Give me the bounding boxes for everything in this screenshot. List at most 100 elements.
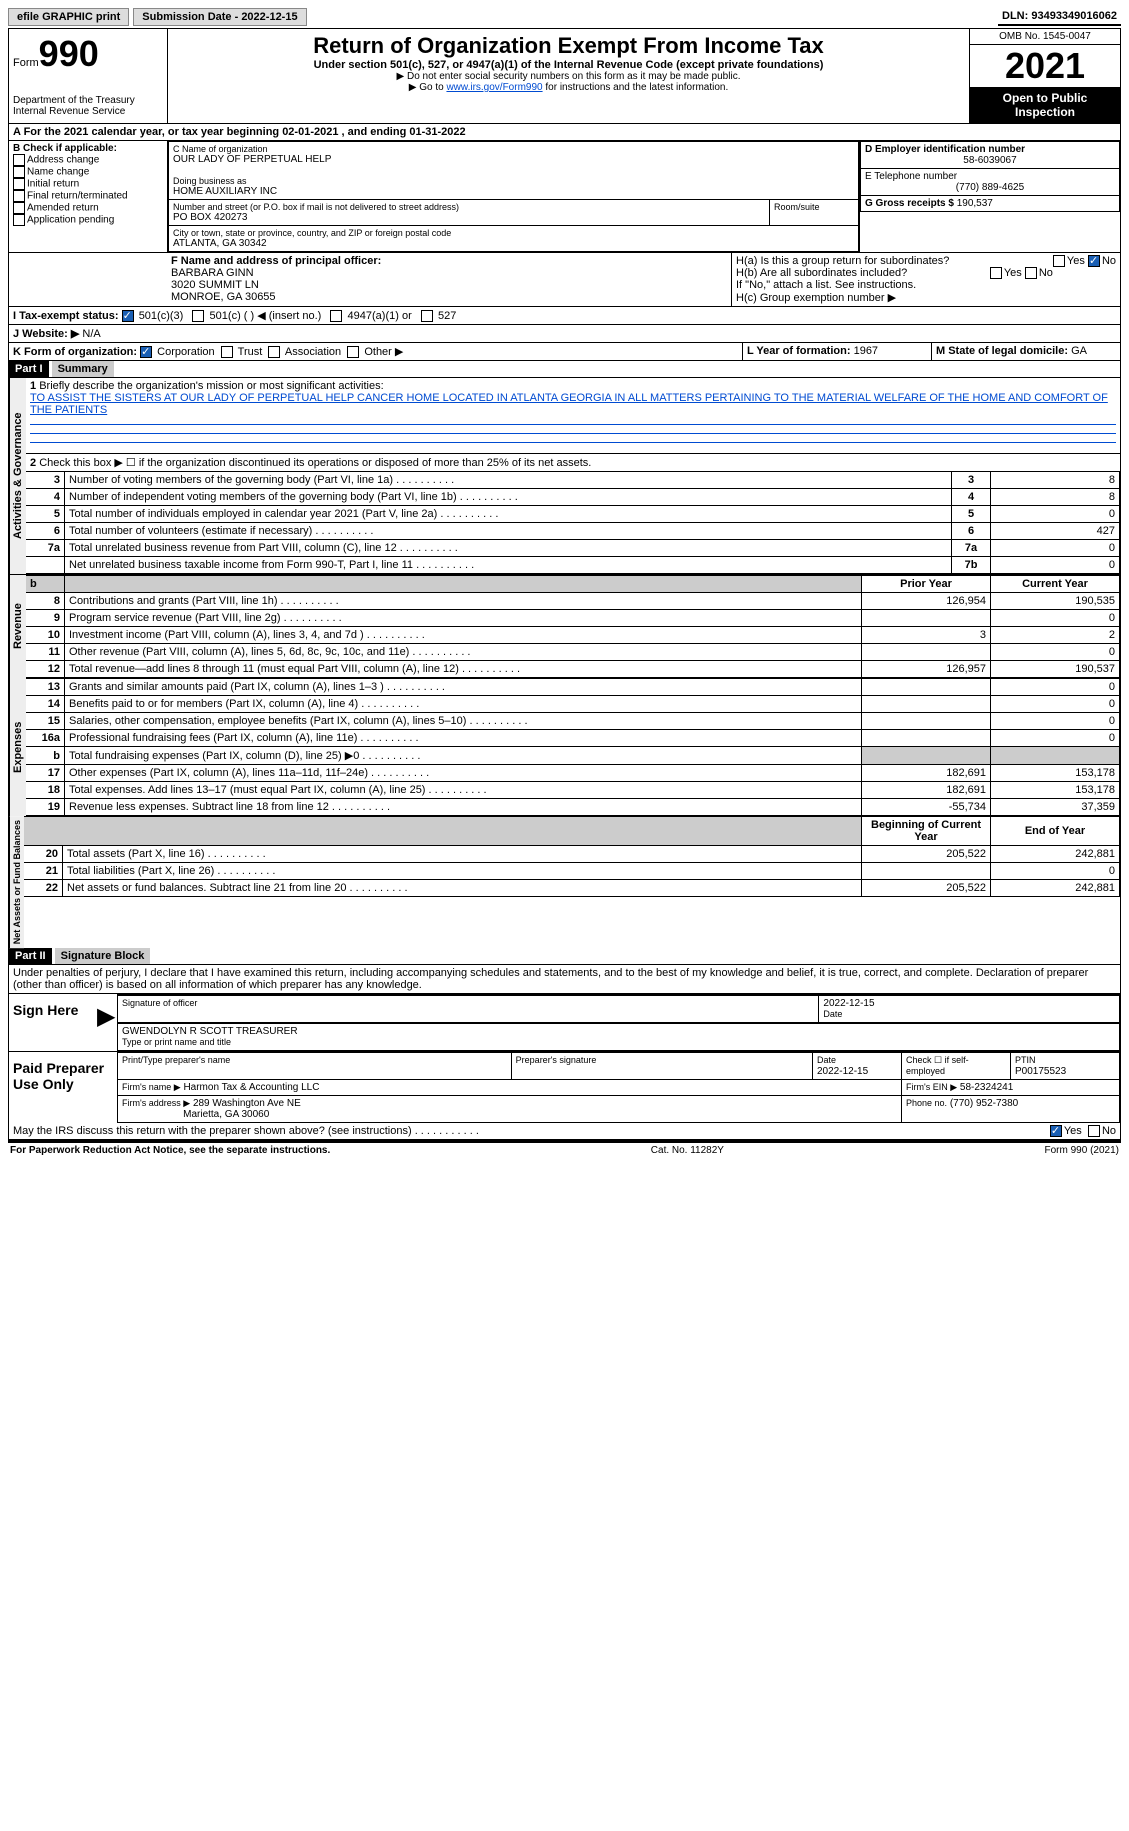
ha-no[interactable]: No bbox=[1102, 255, 1116, 267]
hb-no[interactable]: No bbox=[1039, 267, 1053, 279]
discuss-yes: Yes bbox=[1064, 1125, 1082, 1137]
b-opt-3[interactable]: Final return/terminated bbox=[13, 190, 163, 202]
mission: TO ASSIST THE SISTERS AT OUR LADY OF PER… bbox=[30, 392, 1108, 416]
title-cell: Return of Organization Exempt From Incom… bbox=[168, 29, 969, 123]
section-f: F Name and address of principal officer:… bbox=[167, 253, 732, 306]
section-i: I Tax-exempt status: 501(c)(3) 501(c) ( … bbox=[9, 307, 1120, 324]
exp-table: 13 Grants and similar amounts paid (Part… bbox=[26, 678, 1120, 816]
k-opt-3-check[interactable] bbox=[347, 346, 359, 358]
city: ATLANTA, GA 30342 bbox=[173, 238, 854, 249]
section-l: L Year of formation: 1967 bbox=[743, 343, 932, 360]
paid-preparer-row: Paid Preparer Use Only Print/Type prepar… bbox=[9, 1051, 1120, 1123]
row-bcdeg: B Check if applicable: Address change Na… bbox=[9, 141, 1120, 253]
firm-name: Harmon Tax & Accounting LLC bbox=[183, 1082, 319, 1093]
summary-line: 17 Other expenses (Part IX, column (A), … bbox=[26, 765, 1120, 782]
i-opt-0: 501(c)(3) bbox=[139, 310, 184, 322]
firm-name-label: Firm's name ▶ bbox=[122, 1082, 181, 1092]
efile-button[interactable]: efile GRAPHIC print bbox=[8, 8, 129, 26]
check-self[interactable]: Check ☐ if self-employed bbox=[906, 1055, 969, 1076]
firm-phone: (770) 952-7380 bbox=[950, 1098, 1018, 1109]
section-c: C Name of organization OUR LADY OF PERPE… bbox=[168, 141, 860, 252]
b-opt-1[interactable]: Name change bbox=[13, 166, 163, 178]
summary-line: 9 Program service revenue (Part VIII, li… bbox=[26, 610, 1120, 627]
prep-sig-label: Preparer's signature bbox=[516, 1055, 597, 1065]
form-word: Form bbox=[13, 57, 39, 69]
dept-label: Department of the Treasury bbox=[13, 95, 163, 106]
note-2: ▶ Go to www.irs.gov/Form990 for instruct… bbox=[172, 82, 965, 93]
phone: (770) 889-4625 bbox=[865, 182, 1115, 193]
k-opt-0-check[interactable] bbox=[140, 346, 152, 358]
b-opt-2[interactable]: Initial return bbox=[13, 178, 163, 190]
deg-table: D Employer identification number 58-6039… bbox=[860, 141, 1120, 212]
section-deg: D Employer identification number 58-6039… bbox=[860, 141, 1120, 252]
org-name: OUR LADY OF PERPETUAL HELP bbox=[173, 154, 854, 165]
firm-addr-label: Firm's address ▶ bbox=[122, 1098, 190, 1108]
footer-right: Form 990 (2021) bbox=[1045, 1145, 1119, 1156]
b-opt-4[interactable]: Amended return bbox=[13, 202, 163, 214]
discuss-yes-check[interactable] bbox=[1050, 1125, 1062, 1137]
h-b: H(b) Are all subordinates included? Yes … bbox=[736, 267, 1116, 279]
prep-name-label: Print/Type preparer's name bbox=[122, 1055, 230, 1065]
netassets-section: Net Assets or Fund Balances Beginning of… bbox=[9, 816, 1120, 948]
m-label: M State of legal domicile: bbox=[936, 345, 1068, 357]
blank-left bbox=[9, 253, 167, 306]
footer-left: For Paperwork Reduction Act Notice, see … bbox=[10, 1145, 330, 1156]
note2-post: for instructions and the latest informat… bbox=[543, 82, 729, 93]
discuss-no-check[interactable] bbox=[1088, 1125, 1100, 1137]
summary-line: 12 Total revenue—add lines 8 through 11 … bbox=[26, 661, 1120, 678]
expenses-section: Expenses 13 Grants and similar amounts p… bbox=[9, 678, 1120, 816]
firm-ein: 58-2324241 bbox=[960, 1082, 1013, 1093]
part2-label: Part II bbox=[9, 948, 52, 964]
room-label: Room/suite bbox=[774, 202, 854, 212]
part1-title: Summary bbox=[52, 361, 114, 377]
summary-line: 20 Total assets (Part X, line 16) 205,52… bbox=[24, 846, 1120, 863]
summary-line: 18 Total expenses. Add lines 13–17 (must… bbox=[26, 782, 1120, 799]
k-opt-1-check[interactable] bbox=[221, 346, 233, 358]
hb-yes[interactable]: Yes bbox=[1004, 267, 1022, 279]
summary-line: 15 Salaries, other compensation, employe… bbox=[26, 713, 1120, 730]
top-bar: efile GRAPHIC print Submission Date - 20… bbox=[8, 8, 1121, 26]
vlabel-expenses: Expenses bbox=[9, 678, 26, 816]
form-subtitle: Under section 501(c), 527, or 4947(a)(1)… bbox=[172, 59, 965, 71]
b-label: B Check if applicable: bbox=[13, 143, 163, 154]
row-i: I Tax-exempt status: 501(c)(3) 501(c) ( … bbox=[9, 307, 1120, 325]
officer-addr2: MONROE, GA 30655 bbox=[171, 291, 727, 303]
summary-line: 16a Professional fundraising fees (Part … bbox=[26, 730, 1120, 747]
vlabel-activities: Activities & Governance bbox=[9, 378, 26, 574]
h-a: H(a) Is this a group return for subordin… bbox=[736, 255, 1116, 267]
section-j: J Website: ▶ N/A bbox=[9, 325, 1120, 342]
i-opt-2-check[interactable] bbox=[330, 310, 342, 322]
ptin: P00175523 bbox=[1015, 1066, 1066, 1077]
prep-date: 2022-12-15 bbox=[817, 1066, 868, 1077]
i-opt-3: 527 bbox=[438, 310, 456, 322]
c-name-label: C Name of organization bbox=[173, 144, 854, 154]
dba-label: Doing business as bbox=[173, 176, 854, 186]
i-opt-3-check[interactable] bbox=[421, 310, 433, 322]
ein: 58-6039067 bbox=[865, 155, 1115, 166]
discuss-text: May the IRS discuss this return with the… bbox=[9, 1123, 1120, 1139]
open-public: Open to Public Inspection bbox=[970, 87, 1120, 123]
irs-link[interactable]: www.irs.gov/Form990 bbox=[446, 82, 542, 93]
i-opt-1-check[interactable] bbox=[192, 310, 204, 322]
col-current: Current Year bbox=[991, 576, 1120, 593]
na-table: Beginning of Current Year End of Year 20… bbox=[24, 816, 1120, 897]
b-opt-0[interactable]: Address change bbox=[13, 154, 163, 166]
h-c: H(c) Group exemption number ▶ bbox=[736, 291, 1116, 304]
summary-line: 8 Contributions and grants (Part VIII, l… bbox=[26, 593, 1120, 610]
col-end: End of Year bbox=[991, 817, 1120, 846]
street-label: Number and street (or P.O. box if mail i… bbox=[173, 202, 765, 212]
i-opt-0-check[interactable] bbox=[122, 310, 134, 322]
form-container: Form990 Department of the Treasury Inter… bbox=[8, 28, 1121, 1141]
form-number: 990 bbox=[39, 33, 99, 74]
footer: For Paperwork Reduction Act Notice, see … bbox=[8, 1141, 1121, 1158]
k-opt-2-check[interactable] bbox=[268, 346, 280, 358]
ha-text: H(a) Is this a group return for subordin… bbox=[736, 255, 949, 267]
hb-text: H(b) Are all subordinates included? bbox=[736, 267, 907, 279]
ha-yes[interactable]: Yes bbox=[1067, 255, 1085, 267]
q2-text: Check this box ▶ ☐ if the organization d… bbox=[39, 457, 591, 469]
k-opt-3: Other ▶ bbox=[364, 346, 403, 358]
b-opt-5[interactable]: Application pending bbox=[13, 214, 163, 226]
city-label: City or town, state or province, country… bbox=[173, 228, 854, 238]
paid-preparer: Paid Preparer Use Only bbox=[9, 1052, 117, 1123]
firm-addr1: 289 Washington Ave NE bbox=[193, 1098, 301, 1109]
